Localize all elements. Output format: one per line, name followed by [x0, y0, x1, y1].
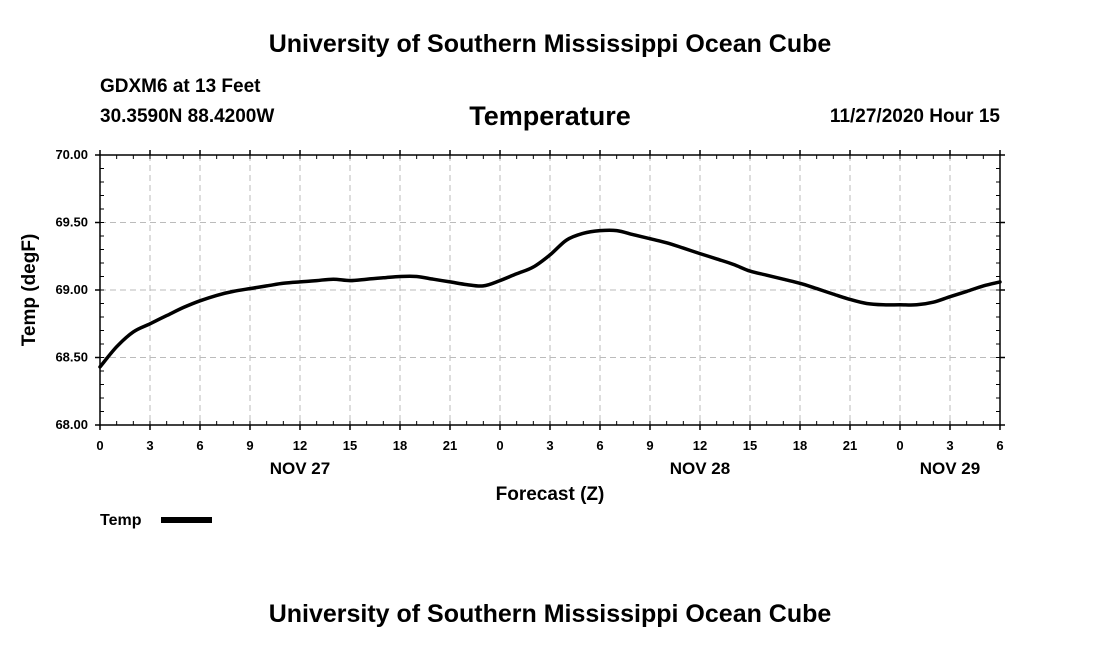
day-labels: NOV 27 NOV 28 NOV 29: [270, 459, 980, 478]
x-tick-label: 6: [996, 438, 1003, 453]
chart-title: Temperature: [469, 101, 631, 131]
x-tick-label: 9: [246, 438, 253, 453]
y-tick-labels: 68.00 68.50 69.00 69.50 70.00: [55, 147, 88, 432]
y-tick-label: 69.00: [55, 282, 88, 297]
x-tick-label: 9: [646, 438, 653, 453]
grid-lines: [100, 155, 1000, 425]
forecast-timestamp: 11/27/2020 Hour 15: [829, 106, 1000, 127]
x-tick-label: 0: [96, 438, 103, 453]
x-tick-label: 18: [793, 438, 807, 453]
legend: Temp: [100, 512, 212, 529]
x-tick-label: 6: [196, 438, 203, 453]
x-axis-label: Forecast (Z): [496, 484, 605, 505]
y-tick-label: 70.00: [55, 147, 88, 162]
station-label: GDXM6 at 13 Feet: [100, 76, 261, 97]
y-tick-label: 68.50: [55, 350, 88, 365]
x-tick-label: 3: [146, 438, 153, 453]
axis-ticks: [95, 150, 1005, 430]
day-label: NOV 28: [670, 459, 730, 478]
series-line-temp: [98, 228, 1002, 369]
page-title: University of Southern Mississippi Ocean…: [268, 30, 832, 58]
station-coordinates: 30.3590N 88.4200W: [100, 106, 275, 127]
day-label: NOV 27: [270, 459, 330, 478]
x-tick-labels: 0 3 6 9 12 15 18 21 0 3 6 9 12 15 18 21 0 3 6: [96, 438, 1003, 453]
x-tick-label: 21: [443, 438, 457, 453]
day-label: NOV 29: [920, 459, 980, 478]
x-tick-label: 18: [393, 438, 407, 453]
x-tick-label: 21: [843, 438, 857, 453]
y-tick-label: 68.00: [55, 417, 88, 432]
x-tick-label: 15: [743, 438, 757, 453]
x-tick-label: 0: [496, 438, 503, 453]
y-tick-label: 69.50: [55, 215, 88, 230]
x-tick-label: 6: [596, 438, 603, 453]
x-tick-label: 15: [343, 438, 357, 453]
footer-title: University of Southern Mississippi Ocean…: [268, 600, 832, 628]
x-tick-label: 3: [946, 438, 953, 453]
x-tick-label: 12: [293, 438, 307, 453]
legend-swatch-temp: [161, 517, 212, 523]
x-tick-label: 3: [546, 438, 553, 453]
x-tick-label: 0: [896, 438, 903, 453]
x-tick-label: 12: [693, 438, 707, 453]
legend-label-temp: Temp: [100, 512, 142, 529]
y-axis-label: Temp (degF): [19, 234, 40, 347]
